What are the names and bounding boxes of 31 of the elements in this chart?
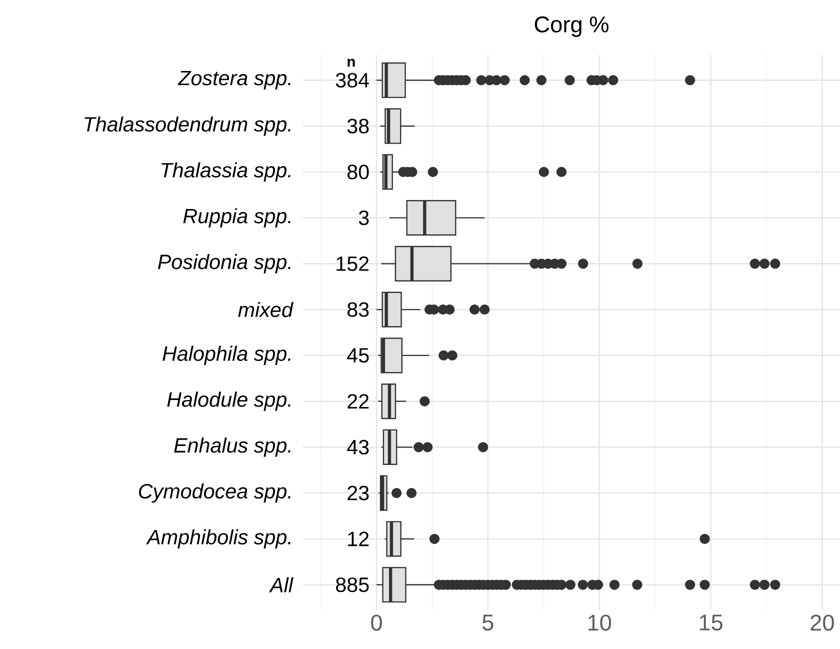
chart-title: Corg % [534, 16, 608, 37]
x-tick-label: 0 [371, 614, 382, 631]
x-tick-label: 15 [700, 614, 722, 631]
annotation: 3 [358, 210, 369, 226]
annotation: 152 [336, 256, 369, 272]
y-tick-label: Thalassia spp. [162, 162, 290, 182]
y-tick-label: Thalassodendrum spp. [84, 116, 290, 136]
x-tick-label: 20 [810, 614, 834, 631]
annotation: n [348, 58, 355, 67]
annotation: 80 [348, 164, 369, 180]
y-tick-label: mixed [238, 302, 294, 318]
y-tick-label: Halodule spp. [167, 392, 290, 411]
annotation: 83 [348, 302, 369, 317]
annotation: 38 [347, 118, 369, 134]
y-tick-label: Zostera spp. [178, 70, 290, 90]
y-tick-label: Amphibolis spp. [146, 529, 290, 549]
annotation: 885 [336, 577, 369, 592]
x-tick-label: 5 [482, 614, 494, 631]
annotation: 22 [348, 394, 369, 409]
y-tick-label: Halophila spp. [162, 346, 290, 366]
annotation: 384 [336, 72, 369, 88]
annotation: 23 [348, 486, 369, 500]
y-tick-label: Enhalus spp. [174, 438, 290, 457]
annotation: 12 [348, 532, 369, 546]
annotation: 43 [347, 440, 369, 454]
annotation: 45 [347, 348, 369, 363]
y-tick-label: Posidonia spp. [158, 254, 290, 274]
y-tick-label: All [268, 577, 294, 592]
x-tick-label: 10 [588, 614, 612, 631]
y-tick-label: Ruppia spp. [183, 208, 290, 228]
y-tick-label: Cymodocea spp. [139, 483, 290, 503]
